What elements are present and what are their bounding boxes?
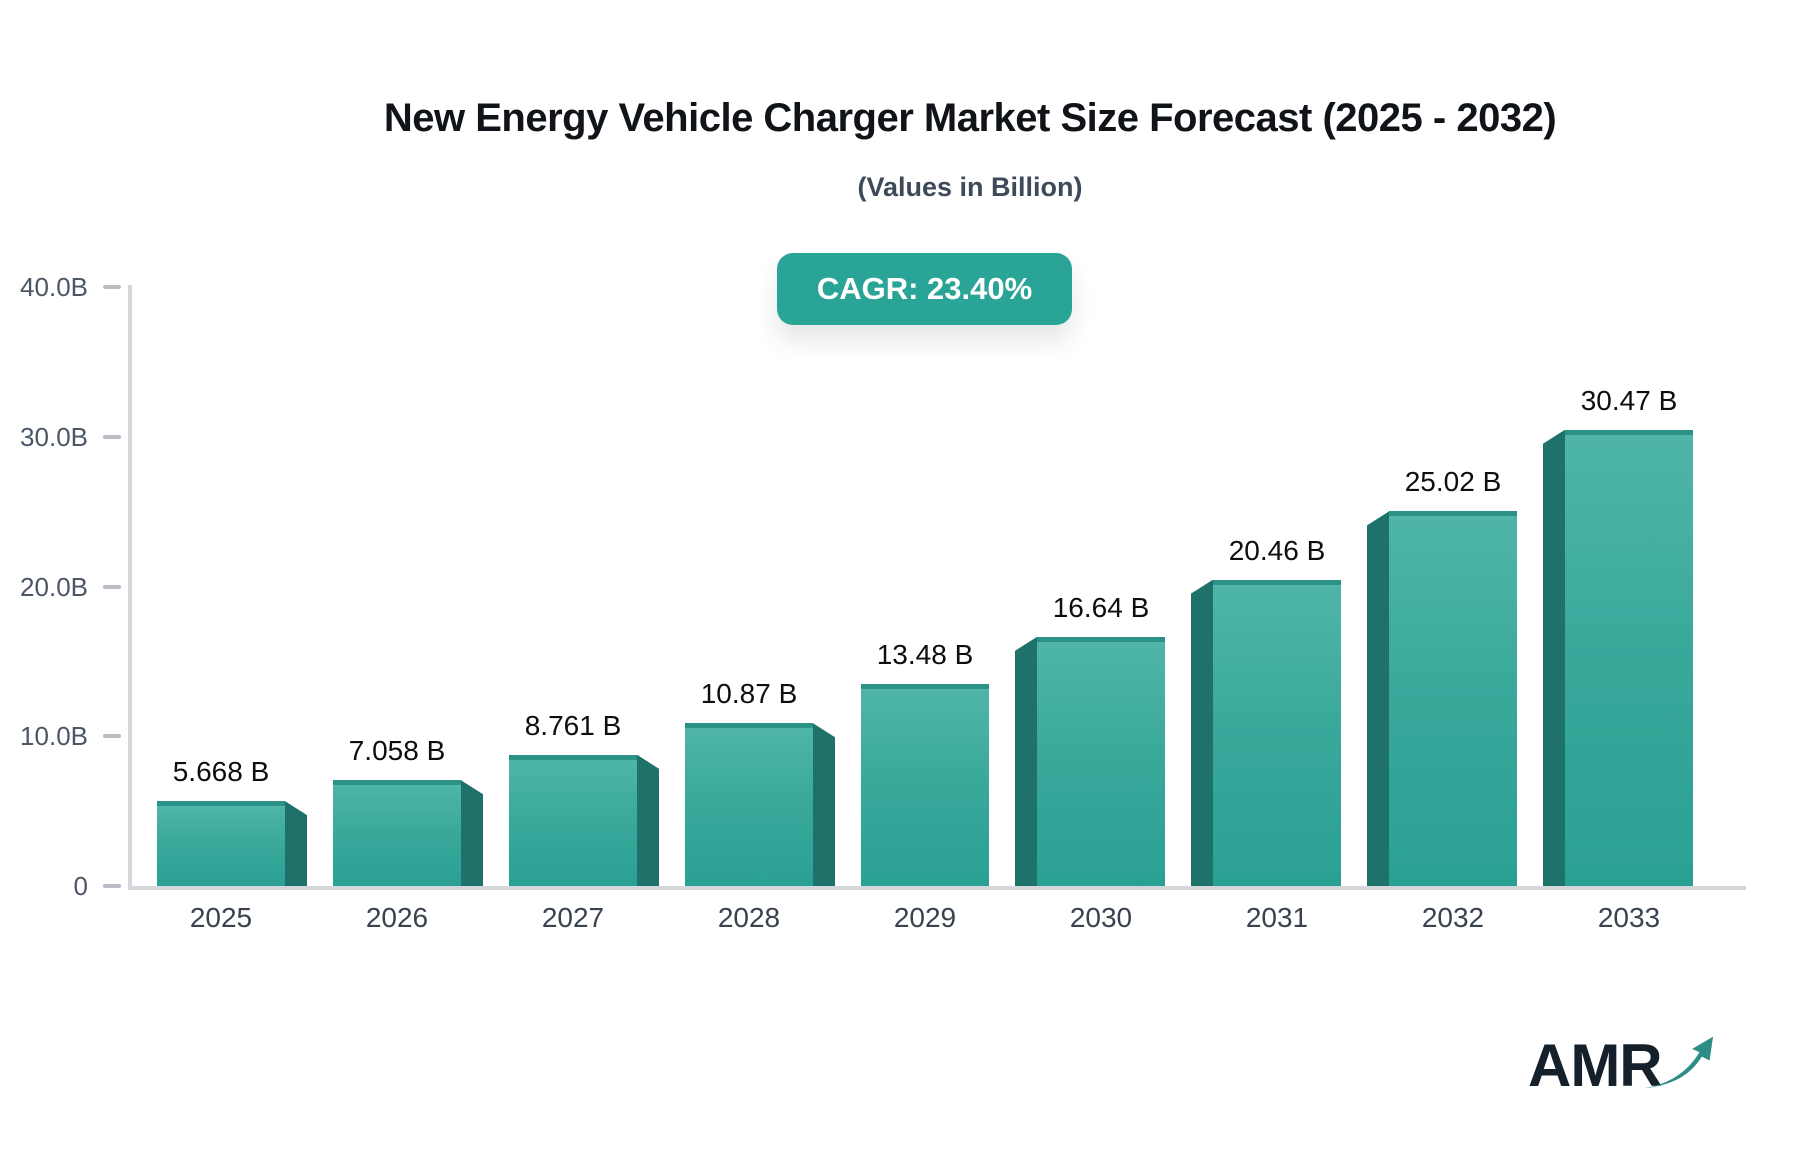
brand-logo-text: AMR — [1528, 1032, 1663, 1099]
y-tick-dash — [103, 434, 121, 439]
y-tick-dash — [103, 884, 121, 888]
chart-subtitle: (Values in Billion) — [857, 172, 1083, 202]
bar-2033 — [1565, 429, 1693, 886]
bar-2028 — [685, 723, 813, 886]
bar-side-shadow — [1015, 636, 1037, 886]
y-tick-label: 30.0B — [20, 421, 88, 452]
bar-2027 — [509, 754, 637, 886]
bar-side-shadow — [813, 723, 835, 886]
x-axis-line — [128, 886, 1746, 890]
x-tick-label-2029: 2029 — [893, 902, 957, 933]
bar-value-label: 30.47 B — [1580, 384, 1678, 416]
bar-2025 — [157, 801, 285, 886]
bar-value-label: 7.058 B — [348, 735, 446, 767]
y-tick-dash — [103, 734, 121, 739]
y-axis-line — [128, 285, 132, 890]
bar-2030 — [1037, 636, 1165, 886]
bar-side-shadow — [285, 801, 307, 886]
x-tick-label-2031: 2031 — [1245, 902, 1309, 933]
x-tick-label-2026: 2026 — [365, 902, 429, 933]
bar-value-label: 10.87 B — [700, 678, 798, 710]
y-tick-label: 10.0B — [20, 721, 88, 752]
x-tick-label-2027: 2027 — [541, 902, 605, 933]
y-tick-dash — [103, 285, 121, 289]
x-tick-label-2025: 2025 — [189, 902, 253, 933]
bar-side-shadow — [461, 780, 483, 886]
x-tick-label-2033: 2033 — [1597, 902, 1661, 933]
bar-2031 — [1213, 579, 1341, 886]
bar-value-label: 16.64 B — [1052, 591, 1150, 623]
cagr-badge-label: CAGR: 23.40% — [816, 271, 1033, 306]
bar-value-label: 13.48 B — [876, 639, 974, 671]
bar-value-label: 25.02 B — [1404, 466, 1502, 498]
cagr-badge: CAGR: 23.40% — [777, 253, 1072, 325]
y-tick-dash — [103, 584, 121, 589]
bar-side-shadow — [1367, 511, 1389, 886]
y-tick-label: 40.0B — [20, 272, 88, 302]
bar-2032 — [1389, 511, 1517, 886]
y-tick-label: 20.0B — [20, 571, 88, 602]
bar-2026 — [333, 780, 461, 886]
x-tick-label-2032: 2032 — [1421, 902, 1485, 933]
x-tick-label-2030: 2030 — [1069, 902, 1133, 933]
bar-value-label: 5.668 B — [172, 756, 270, 788]
x-tick-label-2028: 2028 — [717, 902, 781, 933]
bar-value-label: 8.761 B — [524, 709, 622, 741]
bar-value-label: 20.46 B — [1228, 534, 1326, 566]
brand-logo: AMR — [1528, 1034, 1728, 1114]
bar-2029 — [861, 684, 989, 886]
bar-side-shadow — [1191, 579, 1213, 886]
bar-side-shadow — [637, 754, 659, 886]
y-tick-label: 0 — [73, 871, 88, 901]
chart-title: New Energy Vehicle Charger Market Size F… — [383, 96, 1557, 140]
bar-side-shadow — [1543, 429, 1565, 886]
growth-arrow-icon — [1644, 1036, 1714, 1089]
